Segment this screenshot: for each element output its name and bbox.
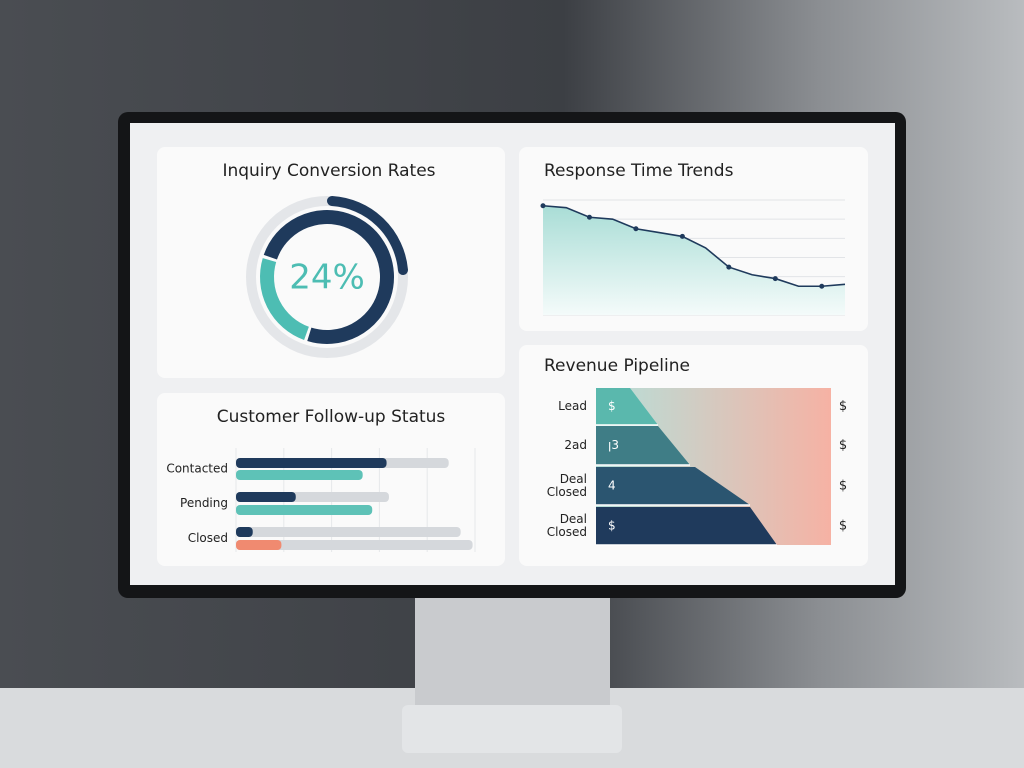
bar <box>236 540 473 550</box>
funnel-stage <box>596 467 750 505</box>
panel-title: Revenue Pipeline <box>544 356 690 376</box>
inner-label: $ <box>608 519 616 533</box>
right-label: $ <box>839 399 847 414</box>
line-point <box>679 233 685 239</box>
line-point <box>772 276 778 282</box>
donut-segment <box>260 258 310 340</box>
inner-label: $ <box>608 399 616 413</box>
donut-label: 24% <box>289 258 365 298</box>
right-label: $ <box>839 519 847 534</box>
inner-label: ꞁ3 <box>608 438 619 452</box>
panel <box>157 147 505 378</box>
stage-label: Deal Closed <box>546 512 587 539</box>
right-label: $ <box>839 479 847 494</box>
bar <box>236 527 253 537</box>
category-label: Closed <box>188 531 228 545</box>
bar <box>236 470 363 480</box>
donut-rest <box>263 210 394 344</box>
panel-title: Inquiry Conversion Rates <box>222 161 435 181</box>
stand-base <box>402 705 622 753</box>
line-point <box>540 203 546 209</box>
line-point <box>633 226 639 232</box>
bar <box>236 527 461 537</box>
bar <box>236 458 387 468</box>
funnel-stage <box>596 388 658 425</box>
category-label: Pending <box>180 496 228 510</box>
bar <box>236 540 282 550</box>
stage-label: Lead <box>558 399 587 413</box>
line-point <box>726 264 732 270</box>
panel-title: Response Time Trends <box>544 161 734 181</box>
panel-title: Customer Follow-up Status <box>217 407 446 427</box>
line-area <box>543 205 845 315</box>
line-point <box>819 283 825 289</box>
donut-accent <box>327 196 408 275</box>
line <box>542 204 846 288</box>
category-label: Contacted <box>166 462 228 476</box>
inner-label: 4 <box>608 479 616 493</box>
stand <box>415 590 610 710</box>
stage-label: 2ad <box>564 438 587 452</box>
bar <box>236 505 373 515</box>
funnel-stage <box>596 426 690 465</box>
funnel-stage <box>596 507 777 545</box>
bar <box>236 492 296 502</box>
stage-label: Deal Closed <box>546 472 587 499</box>
right-label: $ <box>839 438 847 453</box>
line-point <box>586 214 592 220</box>
